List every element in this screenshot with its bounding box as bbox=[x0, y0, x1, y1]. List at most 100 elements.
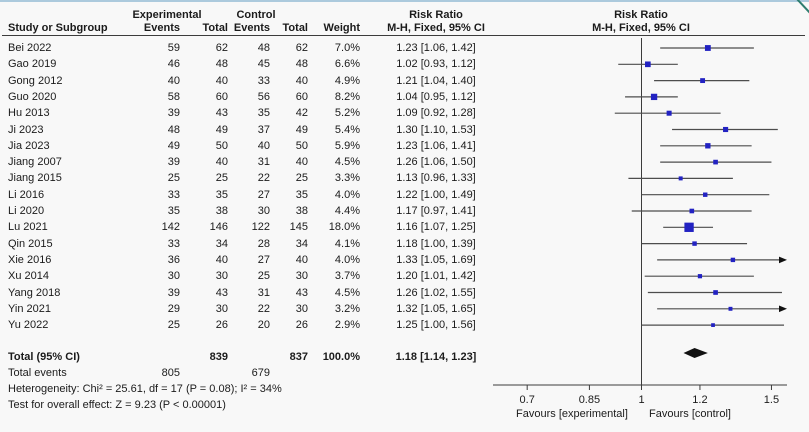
corner-decoration bbox=[796, 0, 809, 14]
control-total: 30 bbox=[295, 270, 308, 283]
risk-ratio-ci: 1.17 [0.97, 1.41] bbox=[396, 205, 476, 217]
column-header-ctl-events: Events bbox=[233, 22, 270, 34]
study-name: Hu 2013 bbox=[8, 107, 50, 120]
study-name: Jia 2023 bbox=[8, 139, 50, 152]
effect-marker bbox=[700, 78, 706, 84]
effect-marker bbox=[684, 222, 694, 232]
control-total: 40 bbox=[295, 253, 308, 266]
column-header-study: Study or Subgroup bbox=[8, 22, 108, 34]
experimental-total: 26 bbox=[215, 319, 228, 332]
weight: 7.0% bbox=[334, 42, 360, 54]
experimental-events: 35 bbox=[167, 205, 180, 217]
control-events: 33 bbox=[257, 74, 270, 87]
experimental-events: 29 bbox=[167, 302, 180, 315]
study-name: Yu 2022 bbox=[8, 319, 49, 332]
risk-ratio-ci: 1.22 [1.00, 1.49] bbox=[396, 188, 476, 201]
ci-arrow-right bbox=[779, 305, 787, 313]
control-events: 22 bbox=[257, 302, 270, 315]
effect-marker bbox=[713, 290, 718, 295]
control-events: 25 bbox=[257, 270, 270, 283]
axis-tick-label: 1 bbox=[638, 394, 644, 406]
weight: 3.3% bbox=[334, 172, 360, 185]
control-total: 35 bbox=[295, 188, 308, 201]
experimental-events: 48 bbox=[167, 123, 180, 136]
column-header-exp-total: Total bbox=[202, 22, 228, 34]
control-total: 62 bbox=[295, 42, 308, 54]
total-events-experimental: 805 bbox=[161, 367, 180, 379]
weight: 4.5% bbox=[334, 286, 360, 299]
control-events: 27 bbox=[257, 188, 270, 201]
control-total: 48 bbox=[295, 58, 308, 71]
weight: 5.4% bbox=[334, 123, 360, 136]
risk-ratio-ci: 1.25 [1.00, 1.56] bbox=[396, 319, 476, 332]
control-events: 56 bbox=[257, 90, 270, 103]
weight: 5.2% bbox=[334, 107, 360, 120]
experimental-events: 39 bbox=[167, 107, 180, 120]
control-events: 45 bbox=[257, 58, 270, 71]
experimental-events: 49 bbox=[167, 139, 180, 152]
risk-ratio-ci: 1.23 [1.06, 1.41] bbox=[396, 139, 476, 152]
total-events-label: Total events bbox=[8, 367, 67, 379]
weight: 4.0% bbox=[334, 253, 360, 266]
experimental-total: 35 bbox=[215, 188, 228, 201]
effect-marker bbox=[650, 93, 658, 101]
axis-tick-label: 0.7 bbox=[520, 394, 535, 406]
weight: 4.5% bbox=[334, 156, 360, 169]
risk-ratio-plot-title: Risk Ratio bbox=[614, 9, 668, 21]
ci-arrow-right bbox=[779, 256, 787, 264]
experimental-total: 49 bbox=[215, 123, 228, 136]
risk-ratio-ci: 1.04 [0.95, 1.12] bbox=[396, 90, 476, 103]
experimental-total: 60 bbox=[215, 90, 228, 103]
effect-marker bbox=[689, 208, 695, 214]
favours-experimental-label: Favours [experimental] bbox=[516, 408, 628, 420]
experimental-total: 38 bbox=[215, 205, 228, 217]
experimental-events: 39 bbox=[167, 156, 180, 169]
control-events: 48 bbox=[257, 42, 270, 54]
summary-diamond bbox=[683, 348, 708, 358]
control-events: 31 bbox=[257, 156, 270, 169]
weight: 18.0% bbox=[328, 221, 360, 234]
risk-ratio-ci: 1.09 [0.92, 1.28] bbox=[396, 107, 476, 120]
control-events: 35 bbox=[257, 107, 270, 120]
experimental-events: 59 bbox=[167, 42, 180, 54]
risk-ratio-ci: 1.18 [1.00, 1.39] bbox=[396, 237, 476, 250]
experimental-events: 30 bbox=[167, 270, 180, 283]
control-events: 40 bbox=[257, 139, 270, 152]
experimental-events: 58 bbox=[167, 90, 180, 103]
risk-ratio-ci: 1.30 [1.10, 1.53] bbox=[396, 123, 476, 136]
study-name: Jiang 2007 bbox=[8, 156, 62, 169]
study-name: Bei 2022 bbox=[8, 42, 52, 54]
study-name: Yang 2018 bbox=[8, 286, 61, 299]
experimental-events: 46 bbox=[167, 58, 180, 71]
risk-ratio-column-title: Risk Ratio bbox=[409, 9, 463, 21]
experimental-total: 50 bbox=[215, 139, 228, 152]
experimental-total: 30 bbox=[215, 302, 228, 315]
control-total: 34 bbox=[295, 237, 308, 250]
effect-marker bbox=[705, 143, 711, 149]
total-events-control: 679 bbox=[251, 367, 270, 379]
weight: 4.4% bbox=[334, 205, 360, 217]
control-events: 20 bbox=[257, 319, 270, 332]
column-header-ctl-total: Total bbox=[282, 22, 308, 34]
effect-marker bbox=[711, 323, 715, 327]
experimental-total: 43 bbox=[215, 107, 228, 120]
experimental-events: 33 bbox=[167, 188, 180, 201]
study-name: Jiang 2015 bbox=[8, 172, 62, 185]
experimental-events: 25 bbox=[167, 319, 180, 332]
control-events: 122 bbox=[251, 221, 270, 234]
experimental-total: 62 bbox=[215, 42, 228, 54]
risk-ratio-ci: 1.02 [0.93, 1.12] bbox=[396, 58, 476, 71]
experimental-events: 33 bbox=[167, 237, 180, 250]
weight: 4.0% bbox=[334, 188, 360, 201]
total-ctl-total: 837 bbox=[289, 351, 308, 363]
effect-marker bbox=[713, 159, 718, 165]
study-name: Gao 2019 bbox=[8, 58, 57, 71]
study-name: Guo 2020 bbox=[8, 90, 57, 103]
risk-ratio-ci: 1.32 [1.05, 1.65] bbox=[396, 302, 476, 315]
experimental-events: 40 bbox=[167, 74, 180, 87]
effect-marker bbox=[678, 176, 683, 181]
control-events: 22 bbox=[257, 172, 270, 185]
axis-tick-label: 1.2 bbox=[692, 394, 707, 406]
